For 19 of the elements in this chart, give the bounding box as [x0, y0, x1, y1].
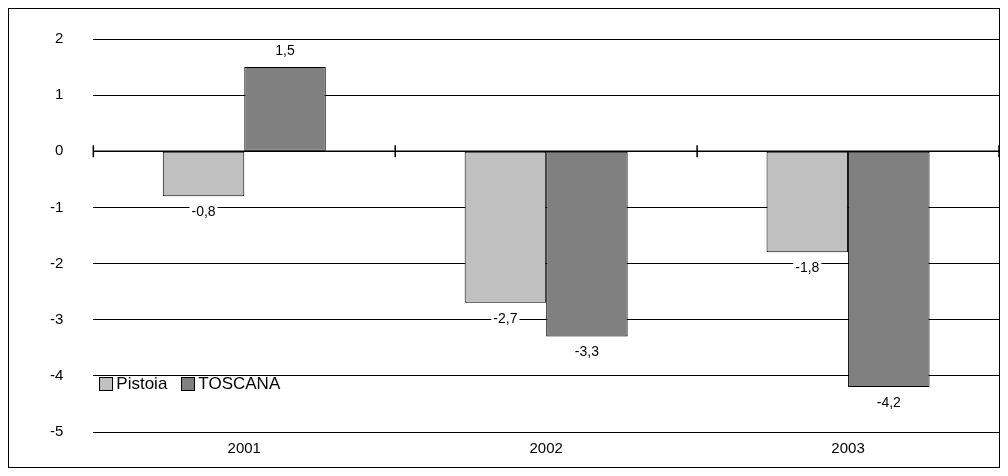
x-tick-label: 2003: [831, 439, 865, 457]
legend-label: TOSCANA: [198, 374, 281, 394]
data-label: -3,3: [574, 343, 600, 360]
data-label: -4,2: [876, 393, 902, 410]
legend-label: Pistoia: [116, 374, 168, 394]
y-tick-label: -4: [49, 366, 64, 383]
y-tick-label: -2: [49, 253, 64, 271]
y-tick-label: -3: [49, 309, 64, 327]
data-label: -0,8: [191, 203, 216, 220]
data-label: -1,8: [795, 259, 820, 276]
y-tick-label: -5: [49, 422, 64, 440]
y-tick-label: -1: [49, 197, 64, 215]
y-tick-label: 1: [54, 85, 64, 103]
x-tick-label: 2002: [529, 439, 563, 457]
data-label: -2,7: [493, 309, 518, 326]
x-tick-label: 2001: [227, 439, 261, 457]
y-tick-label: 2: [54, 29, 64, 47]
y-tick-label: 0: [54, 141, 64, 159]
data-label: 1,5: [275, 41, 295, 58]
